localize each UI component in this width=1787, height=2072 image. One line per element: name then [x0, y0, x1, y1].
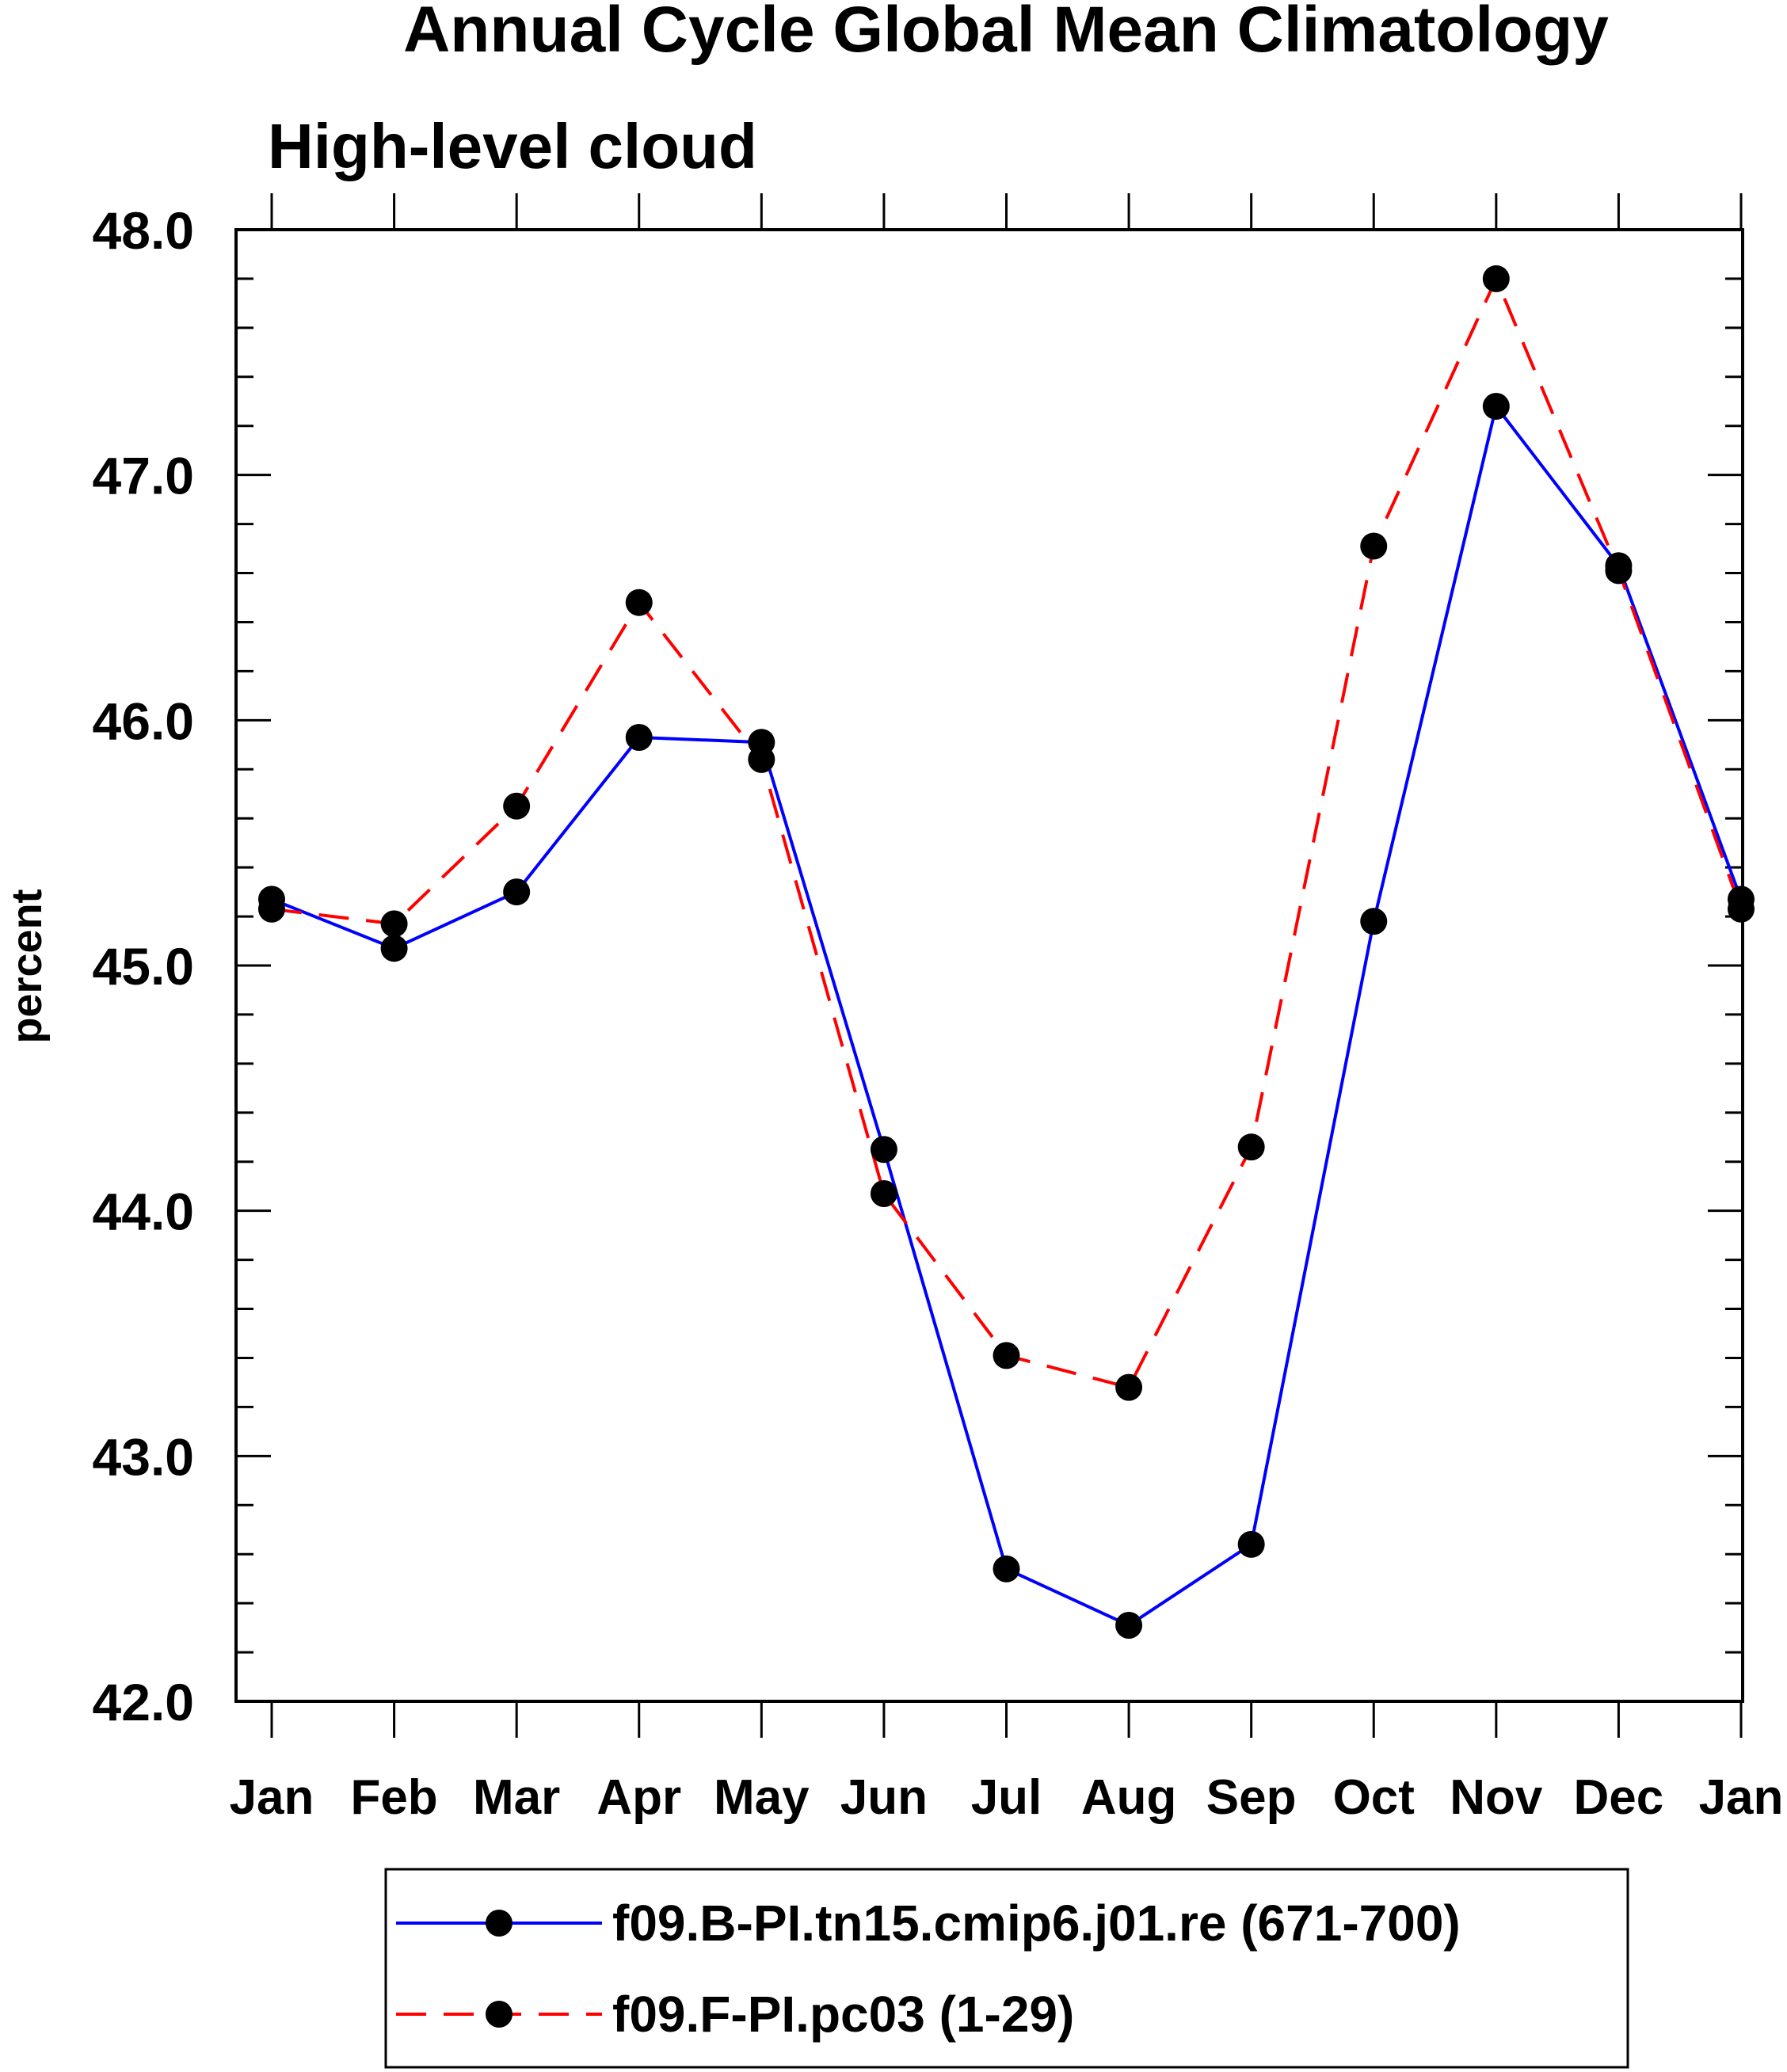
data-point-series-1: [1482, 392, 1510, 420]
data-point-series-1: [503, 878, 531, 906]
data-point-series-2: [870, 1179, 897, 1207]
data-point-series-1: [625, 724, 653, 752]
legend-label-series-2: f09.F-PI.pc03 (1-29): [612, 1986, 1074, 2043]
plot-frame: [234, 228, 1744, 1703]
x-tick-label: Oct: [1333, 1770, 1415, 1825]
y-axis-label: percent: [3, 889, 51, 1043]
data-point-series-2: [1482, 265, 1510, 292]
data-point-series-2: [1360, 532, 1388, 560]
data-point-series-2: [1605, 557, 1633, 585]
y-tick-label: 42.0: [93, 1673, 194, 1731]
x-tick-label: Jun: [840, 1770, 928, 1825]
data-point-series-1: [1115, 1612, 1143, 1640]
data-point-series-2: [625, 588, 653, 616]
chart-title: Annual Cycle Global Mean Climatology: [403, 0, 1609, 66]
series-layer: [258, 265, 1755, 1640]
legend-marker-series-2: [486, 2001, 512, 2028]
data-point-series-2: [503, 792, 531, 820]
legend-marker-series-1: [486, 1910, 512, 1937]
x-tick-label: Dec: [1574, 1770, 1664, 1825]
legend-box: [384, 1868, 1629, 2069]
data-point-series-1: [1360, 908, 1388, 935]
legend-label-series-1: f09.B-PI.tn15.cmip6.j01.re (671-700): [612, 1895, 1461, 1952]
y-tick-label: 48.0: [93, 201, 194, 260]
x-tick-label: Sep: [1206, 1770, 1297, 1825]
chart-subtitle: High-level cloud: [268, 111, 757, 181]
data-point-series-1: [993, 1555, 1020, 1583]
x-tick-label: Jul: [971, 1770, 1042, 1825]
x-tick-label: May: [714, 1770, 810, 1825]
y-tick-labels: 42.0 43.0 44.0 45.0 46.0 47.0 48.0: [93, 201, 194, 1731]
x-tick-label: Aug: [1081, 1770, 1177, 1825]
series-line-2: [271, 274, 1743, 1389]
data-point-series-2: [380, 910, 408, 938]
data-point-series-2: [1237, 1133, 1265, 1161]
data-point-series-2: [258, 895, 285, 923]
data-point-series-2: [748, 745, 775, 773]
data-point-series-2: [1115, 1373, 1143, 1401]
y-tick-label: 43.0: [93, 1427, 194, 1486]
x-tick-label: Nov: [1450, 1770, 1543, 1825]
x-tick-label: Jan: [1699, 1770, 1784, 1825]
y-tick-label: 45.0: [93, 937, 194, 996]
legend: f09.B-PI.tn15.cmip6.j01.re (671-700) f09…: [384, 1868, 1629, 2069]
x-tick-label: Mar: [473, 1770, 560, 1825]
data-point-series-1: [870, 1136, 897, 1164]
y-tick-label: 47.0: [93, 447, 194, 505]
x-tick-label: Jan: [230, 1770, 314, 1825]
x-tick-labels: Jan Feb Mar Apr May Jun Jul Aug Sep Oct Nov Dec Jan: [230, 1770, 1784, 1825]
y-tick-label: 44.0: [93, 1183, 194, 1241]
data-point-series-2: [993, 1342, 1020, 1369]
x-tick-label: Feb: [350, 1770, 437, 1825]
data-point-series-1: [1237, 1530, 1265, 1558]
x-tick-label: Apr: [596, 1770, 681, 1825]
y-tick-label: 46.0: [93, 691, 194, 750]
series-line-1: [271, 402, 1743, 1628]
data-point-series-1: [380, 935, 408, 962]
